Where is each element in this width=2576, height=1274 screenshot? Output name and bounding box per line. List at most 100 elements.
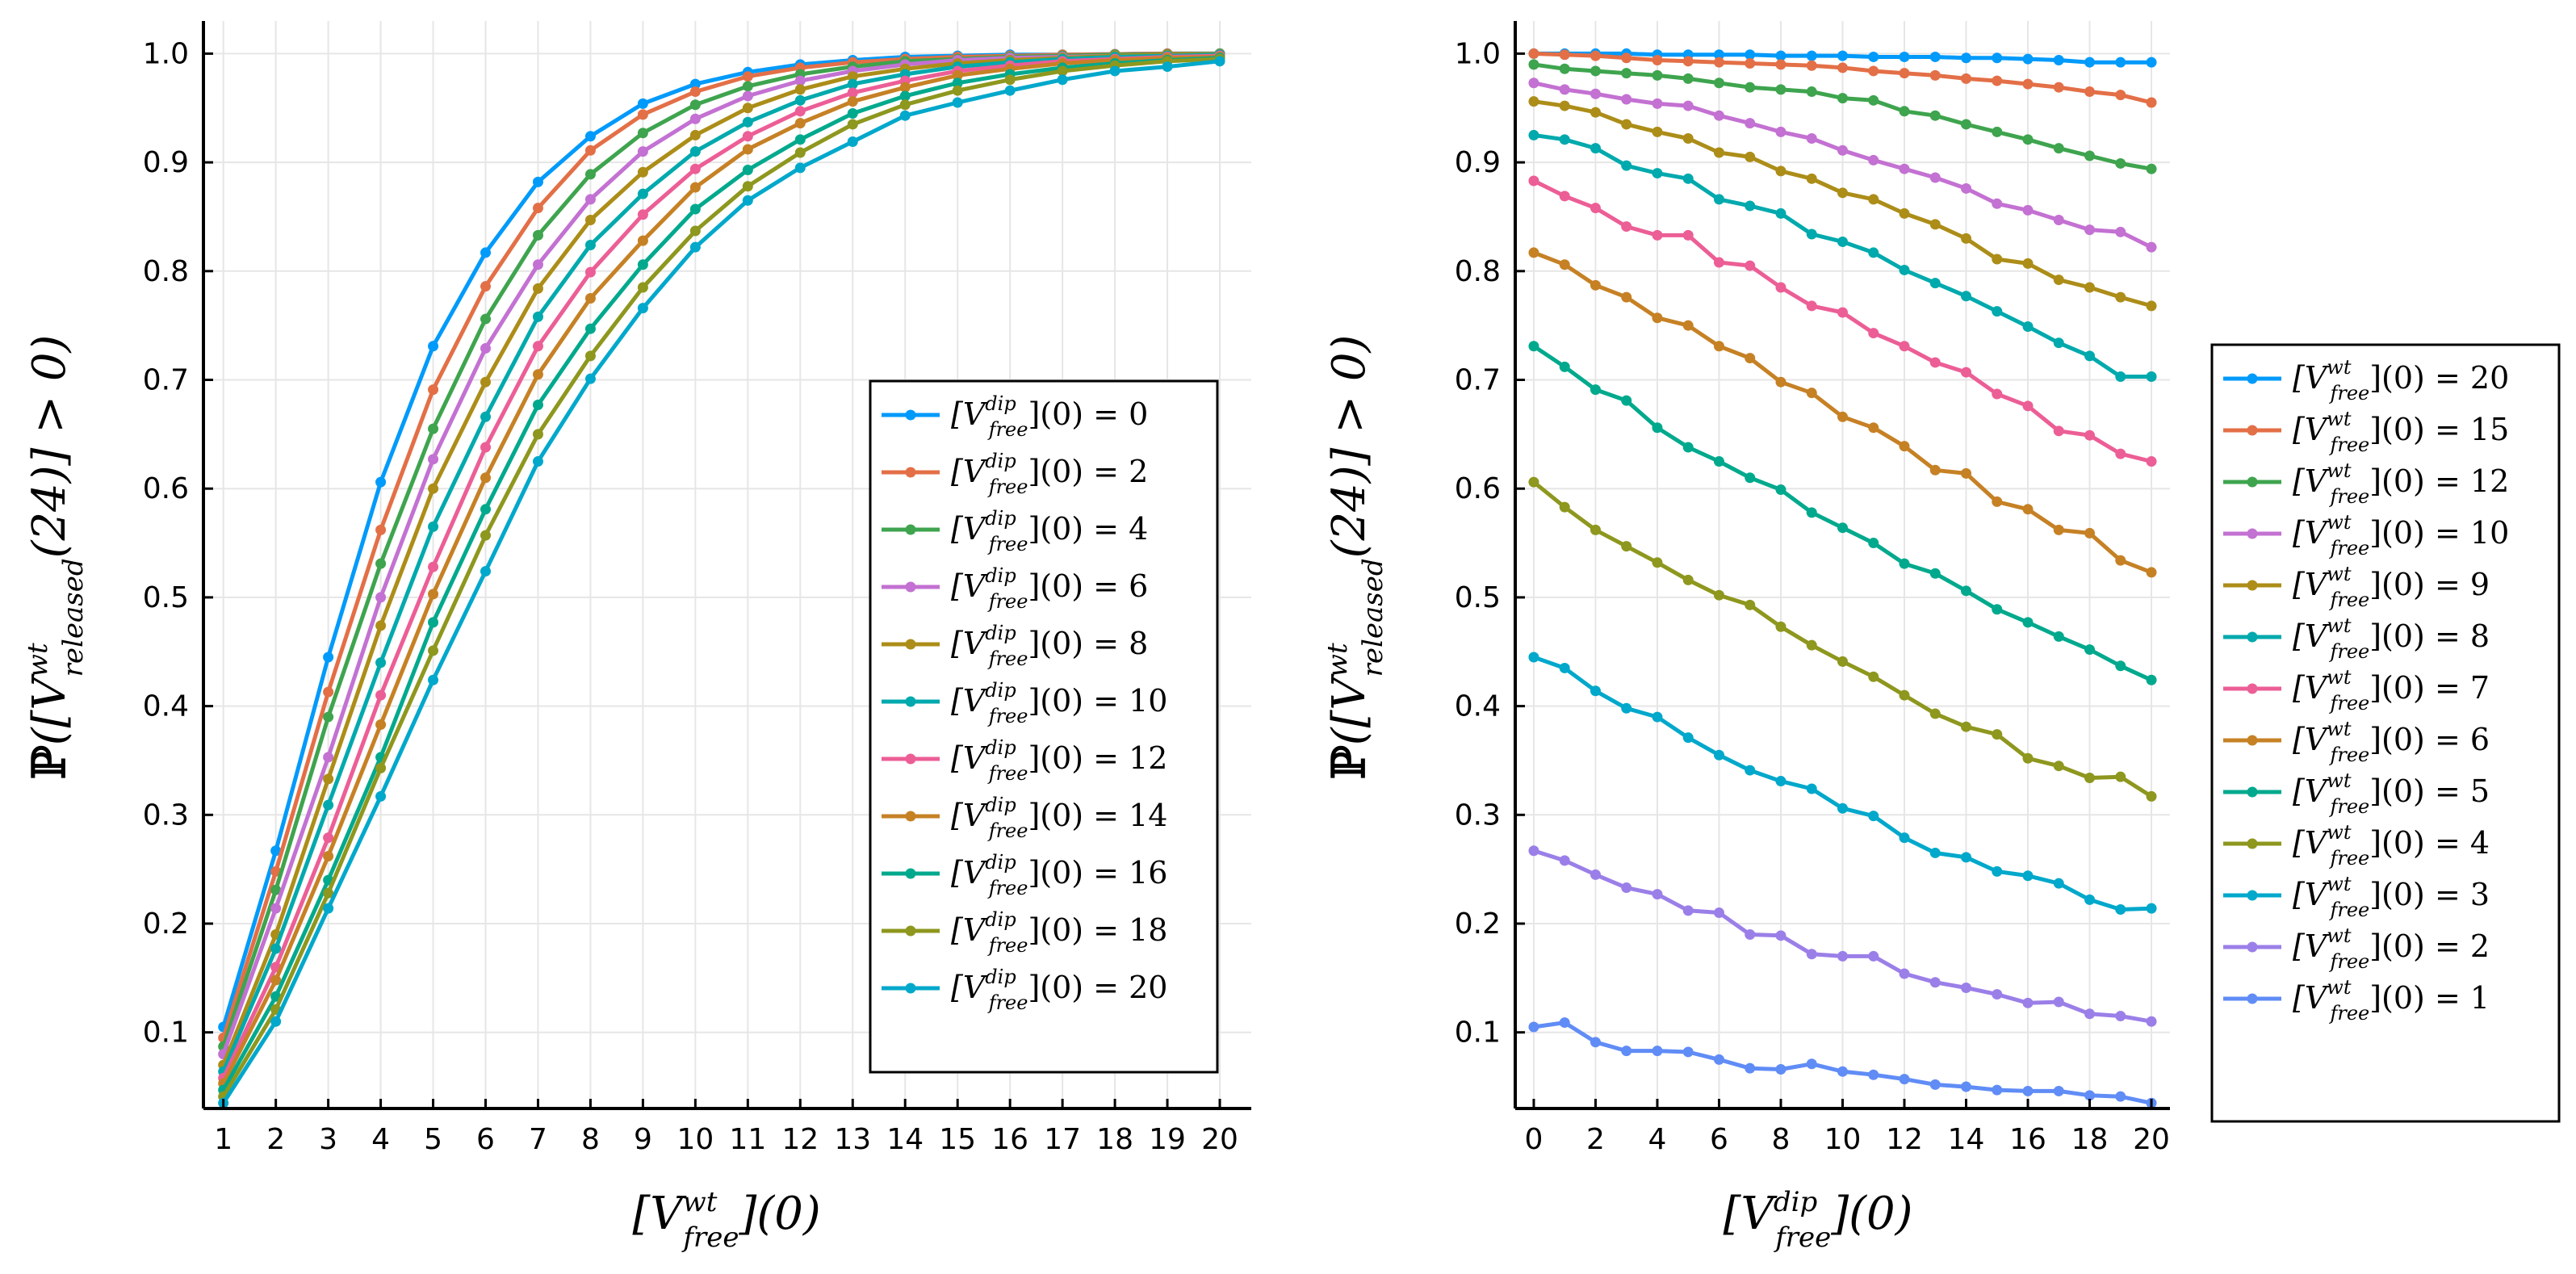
left-legend-swatch-marker — [905, 811, 916, 822]
left-legend-label: [Vdip free](0) = 8 — [951, 622, 1148, 670]
right-data-point — [1528, 129, 1539, 140]
right-data-point — [1682, 100, 1694, 111]
left-series-line — [221, 52, 1221, 1073]
left-legend-item: [Vdip free](0) = 14 — [882, 794, 1167, 842]
left-data-point — [637, 146, 648, 157]
right-data-point — [1929, 357, 1941, 368]
right-x-tick-label: 14 — [1948, 1123, 1985, 1156]
left-data-point — [689, 241, 701, 253]
right-data-point — [1806, 173, 1817, 184]
left-data-point — [847, 136, 858, 148]
right-data-point — [1992, 75, 2003, 86]
right-data-point — [2084, 894, 2096, 905]
right-data-point — [2115, 57, 2126, 68]
left-data-point — [480, 342, 492, 354]
right-data-point — [1868, 671, 1879, 682]
right-data-point — [1929, 110, 1941, 121]
right-data-point — [1528, 59, 1539, 70]
right-data-point — [1682, 132, 1694, 144]
left-legend-label: [Vdip free](0) = 16 — [951, 851, 1167, 899]
right-data-point — [1745, 1062, 1756, 1074]
right-data-point — [1868, 538, 1879, 549]
right-data-point — [1837, 950, 1848, 962]
left-data-point — [637, 303, 648, 314]
right-data-point — [1929, 977, 1941, 988]
left-data-point — [742, 90, 753, 102]
left-x-tick-label: 10 — [676, 1123, 714, 1156]
left-data-point — [847, 119, 858, 130]
right-legend-item: [Vwt free](0) = 9 — [2223, 563, 2490, 611]
right-legend-label: [Vwt free](0) = 15 — [2293, 408, 2509, 456]
right-data-point — [1961, 52, 1972, 64]
right-data-point — [1992, 1084, 2003, 1096]
right-data-point — [1929, 278, 1941, 289]
right-data-point — [1745, 82, 1756, 93]
right-data-point — [1652, 54, 1663, 65]
right-data-point — [2022, 400, 2034, 412]
left-data-point — [270, 903, 282, 914]
right-data-point — [2115, 371, 2126, 382]
left-data-point — [899, 99, 911, 111]
right-data-point — [1559, 662, 1570, 673]
left-data-point — [689, 163, 701, 174]
left-data-point — [323, 832, 334, 844]
right-data-point — [1713, 257, 1724, 268]
right-data-point — [1961, 233, 1972, 244]
right-data-point — [2084, 527, 2096, 539]
right-data-point — [1559, 855, 1570, 866]
right-data-point — [1652, 312, 1663, 324]
right-legend-label: [Vwt free](0) = 3 — [2293, 873, 2490, 921]
right-data-point — [1868, 247, 1879, 258]
right-data-point — [1652, 422, 1663, 434]
right-data-point — [2022, 258, 2034, 269]
left-data-point — [637, 209, 648, 220]
right-data-point — [2053, 54, 2064, 65]
right-data-point — [2115, 448, 2126, 459]
right-legend-label: [Vwt free](0) = 20 — [2293, 356, 2509, 404]
left-legend-item: [Vdip free](0) = 16 — [882, 851, 1167, 899]
right-legend-swatch-marker — [2247, 683, 2258, 694]
right-series-12 — [1528, 59, 2157, 174]
left-data-point — [952, 69, 963, 81]
left-data-point — [794, 94, 806, 106]
left-data-point — [899, 90, 911, 102]
left-legend-label: [Vdip free](0) = 0 — [951, 392, 1148, 441]
left-data-point — [584, 266, 596, 278]
right-data-point — [2053, 82, 2064, 93]
right-x-tick-label: 12 — [1886, 1123, 1923, 1156]
right-x-tick-label: 10 — [1824, 1123, 1862, 1156]
right-legend-item: [Vwt free](0) = 10 — [2223, 511, 2509, 559]
left-data-point — [480, 472, 492, 484]
left-legend-item: [Vdip free](0) = 10 — [882, 679, 1167, 727]
left-data-point — [794, 106, 806, 117]
right-data-point — [2022, 1085, 2034, 1096]
left-data-point — [689, 203, 701, 215]
right-data-point — [1961, 585, 1972, 597]
right-data-point — [1961, 119, 1972, 130]
right-data-point — [1682, 732, 1694, 744]
right-legend-label: [Vwt free](0) = 12 — [2293, 459, 2509, 508]
left-series-line — [221, 56, 1221, 1092]
left-y-tick-label: 0.1 — [143, 1016, 189, 1050]
right-data-point — [1745, 928, 1756, 940]
left-data-point — [899, 110, 911, 121]
right-series-3 — [1528, 652, 2157, 915]
left-data-point — [742, 165, 753, 176]
left-legend-item: [Vdip free](0) = 2 — [882, 450, 1148, 498]
left-data-point — [847, 78, 858, 90]
right-data-point — [1837, 803, 1848, 814]
right-data-point — [1528, 48, 1539, 59]
right-data-point — [1806, 388, 1817, 399]
right-data-point — [1745, 118, 1756, 129]
right-data-point — [1775, 207, 1786, 219]
left-legend-item: [Vdip free](0) = 20 — [882, 966, 1167, 1014]
left-data-point — [689, 78, 701, 90]
left-legend-item: [Vdip free](0) = 4 — [882, 507, 1148, 555]
right-data-point — [1775, 282, 1786, 293]
left-data-point — [480, 411, 492, 422]
left-legend-item: [Vdip free](0) = 12 — [882, 736, 1167, 785]
right-data-point — [2084, 1008, 2096, 1020]
left-legend-item: [Vdip free](0) = 8 — [882, 622, 1148, 670]
left-data-point — [952, 78, 963, 89]
right-data-point — [2022, 870, 2034, 882]
